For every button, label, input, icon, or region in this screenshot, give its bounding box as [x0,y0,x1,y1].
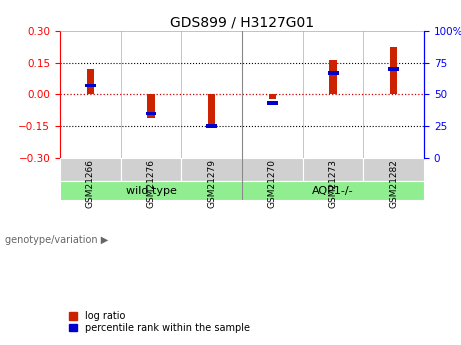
Bar [242,181,424,200]
Text: GSM21270: GSM21270 [268,159,277,208]
Bar [87,69,94,95]
Bar [60,181,242,200]
Text: wild type: wild type [125,186,177,196]
Bar [146,111,156,115]
Text: GSM21279: GSM21279 [207,159,216,208]
Bar [60,158,121,181]
Text: GSM21282: GSM21282 [389,159,398,208]
Legend: log ratio, percentile rank within the sample: log ratio, percentile rank within the sa… [65,307,254,337]
Text: GSM21276: GSM21276 [147,159,155,208]
Bar [206,124,217,128]
Title: GDS899 / H3127G01: GDS899 / H3127G01 [170,16,314,30]
Text: genotype/variation ▶: genotype/variation ▶ [5,235,108,245]
Bar [85,84,96,88]
Bar [121,158,181,181]
Bar [148,95,154,118]
Bar [267,101,278,105]
Bar [208,95,215,127]
Text: GSM21266: GSM21266 [86,159,95,208]
Bar [363,158,424,181]
Bar [328,71,338,75]
Bar [242,158,303,181]
Text: GSM21273: GSM21273 [329,159,337,208]
Bar [330,60,337,95]
Bar [269,95,276,99]
Bar [181,158,242,181]
Bar [303,158,363,181]
Bar [388,67,399,71]
Text: AQP1-/-: AQP1-/- [312,186,354,196]
Bar [390,47,397,95]
